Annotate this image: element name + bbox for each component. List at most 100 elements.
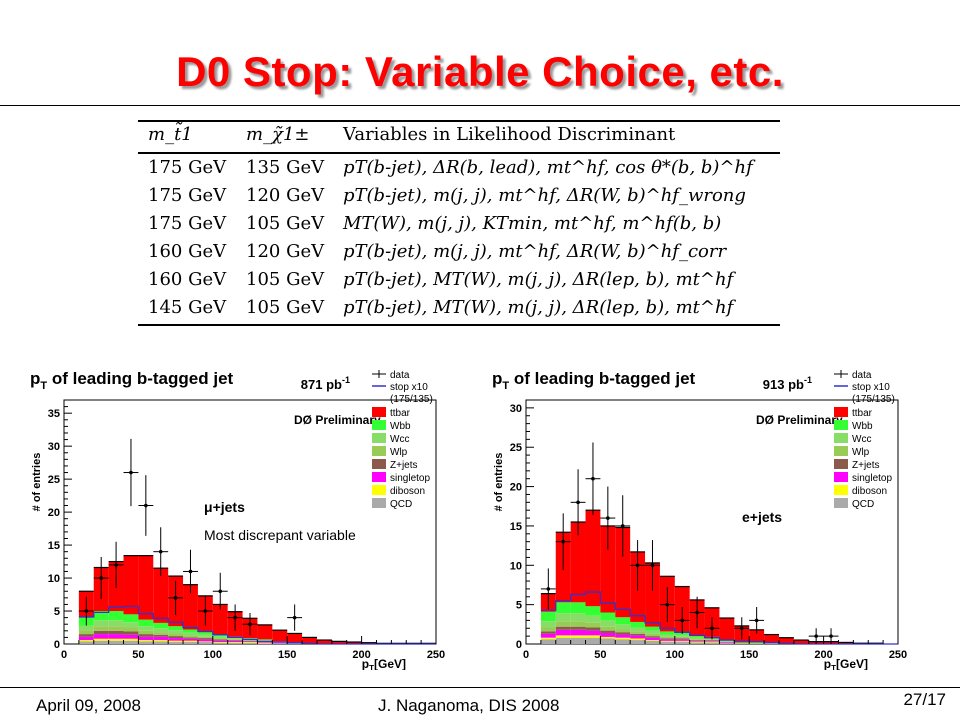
bar-wcc — [659, 634, 675, 637]
legend-label-stop: stop x10 — [852, 382, 890, 393]
bar-zjets — [689, 640, 705, 641]
bar-zjets — [242, 640, 258, 642]
bar-diboson — [138, 640, 154, 642]
bar-ttbar — [212, 604, 228, 635]
bar-diboson — [123, 638, 139, 641]
bar-wcc — [600, 620, 616, 627]
bar-wcc — [93, 620, 109, 627]
data-point — [129, 470, 133, 475]
bar-wlp — [555, 621, 571, 627]
row-variables: pT(b-jet), MT(W), m(j, j), ΔR(lep, b), m… — [343, 297, 734, 318]
bar-wcc — [197, 634, 213, 637]
bar-qcd — [168, 642, 184, 644]
bar-wbb — [555, 602, 571, 614]
bar-zjets — [78, 634, 94, 637]
legend-label-qcd: QCD — [390, 499, 412, 510]
bar-wlp — [600, 626, 616, 631]
bar-qcd — [659, 641, 675, 644]
bar-wlp — [242, 640, 258, 641]
legend-swatch-ttbar — [834, 407, 848, 417]
bar-wbb — [138, 619, 154, 627]
bar-zjets — [674, 638, 690, 640]
bar-wbb — [257, 639, 273, 641]
y-axis-label: # of entries — [31, 453, 43, 512]
bar-ttbar — [331, 641, 347, 644]
x-tick-label: 100 — [204, 649, 222, 661]
bar-wbb — [93, 611, 109, 621]
stop-signal-line — [78, 605, 436, 645]
x-tick-label: 250 — [889, 649, 907, 661]
row-stop-mass: 160 GeV — [148, 269, 227, 290]
data-point — [665, 602, 670, 607]
bar-zjets — [153, 634, 169, 637]
legend-swatch-zjets — [834, 459, 848, 469]
y-tick-label: 35 — [48, 408, 60, 420]
y-axis-label: # of entries — [493, 453, 505, 512]
bar-singletop — [183, 638, 198, 641]
bar-zjets — [93, 630, 109, 635]
bar-diboson — [108, 638, 124, 641]
bar-qcd — [108, 640, 124, 644]
bar-zjets — [659, 638, 675, 640]
bar-zjets — [704, 640, 720, 641]
row-variables: pT(b-jet), MT(W), m(j, j), ΔR(lep, b), m… — [343, 269, 734, 290]
bar-wlp — [674, 636, 690, 639]
bar-wcc — [78, 625, 94, 631]
legend-swatch-qcd — [372, 498, 386, 508]
bar-singletop — [570, 629, 586, 636]
bar-wlp — [570, 621, 586, 627]
bar-diboson — [540, 637, 556, 640]
bar-diboson — [674, 640, 690, 642]
legend-label-stop-masses: (175/135) — [390, 394, 433, 405]
y-tick-label: 25 — [510, 442, 522, 454]
data-point — [739, 626, 744, 631]
bar-qcd — [183, 642, 198, 644]
legend-swatch-wlp — [372, 446, 386, 456]
bar-ttbar — [645, 562, 660, 627]
bar-wcc — [615, 624, 631, 630]
channel-label: μ+jets — [204, 499, 245, 515]
bar-qcd — [615, 639, 631, 644]
bar-qcd — [555, 637, 571, 644]
bar-singletop — [719, 642, 735, 644]
data-point — [695, 610, 699, 615]
bar-wbb — [570, 602, 586, 614]
bar-singletop — [212, 640, 228, 643]
footer-date: April 09, 2008 — [36, 696, 141, 715]
bar-wlp — [168, 633, 184, 637]
row-chargino-mass: 105 GeV — [246, 213, 325, 234]
footer-author: J. Naganoma, DIS 2008 — [378, 696, 560, 715]
bar-wlp — [630, 631, 646, 634]
bar-wbb — [183, 629, 198, 633]
bar-qcd — [719, 643, 735, 644]
bar-zjets — [600, 630, 616, 633]
y-tick-label: 0 — [516, 639, 522, 651]
bar-wlp — [227, 639, 243, 641]
data-point — [814, 634, 818, 638]
bar-qcd — [764, 643, 779, 644]
legend-label-wlp: Wlp — [390, 447, 408, 458]
bar-diboson — [227, 642, 243, 643]
bar-ttbar — [346, 642, 362, 644]
legend-label-wcc: Wcc — [390, 434, 409, 445]
x-tick-label: 150 — [740, 649, 758, 661]
data-point — [292, 615, 297, 620]
bar-wcc — [183, 632, 198, 636]
table-header-rule — [138, 152, 780, 154]
bar-wbb — [615, 617, 631, 625]
bar-qcd — [242, 642, 258, 644]
bar-wlp — [659, 636, 675, 639]
annotation-label: Most discrepant variable — [204, 527, 356, 543]
legend-label-singletop: singletop — [852, 473, 892, 484]
bar-singletop — [197, 639, 213, 642]
legend-label-ttbar: ttbar — [852, 408, 873, 419]
bar-wbb — [734, 642, 750, 644]
legend-label-wlp: Wlp — [852, 447, 870, 458]
bar-diboson — [659, 640, 675, 642]
bar-singletop — [138, 636, 154, 641]
bar-diboson — [257, 642, 273, 644]
legend-label-singletop: singletop — [390, 473, 430, 484]
row-variables: pT(b-jet), m(j, j), mt^hf, ΔR(W, b)^hf_w… — [343, 185, 746, 206]
luminosity-label: 871 pb-1 — [301, 375, 350, 392]
legend-swatch-singletop — [834, 472, 848, 482]
